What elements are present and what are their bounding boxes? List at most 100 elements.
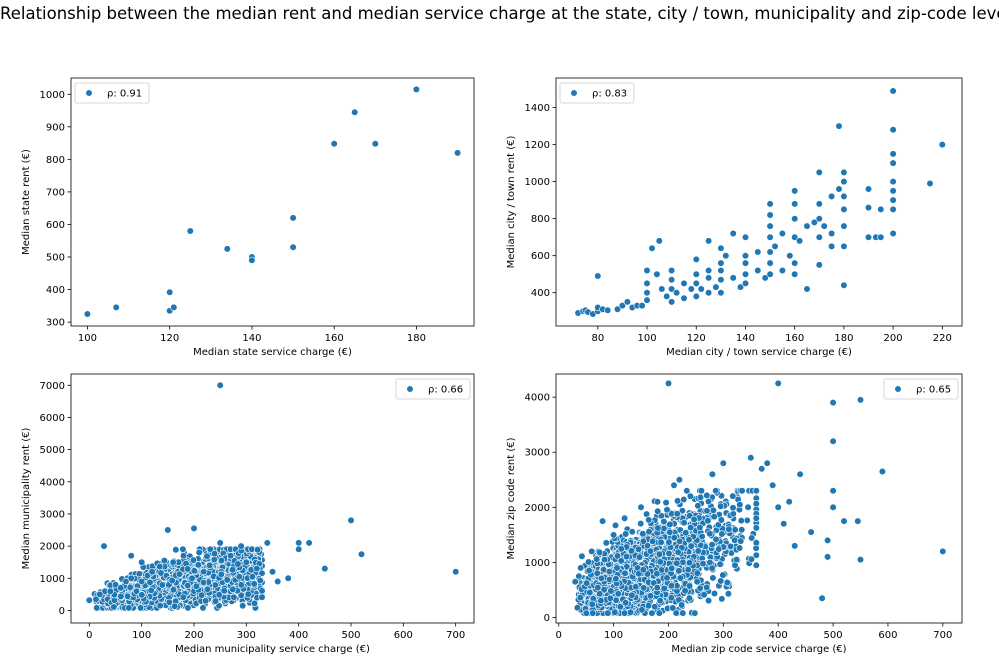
x-tick-label: 160 [785,333,804,344]
data-point [274,577,282,586]
data-point [658,285,666,293]
data-point [660,524,668,533]
y-tick-label: 1000 [40,574,65,585]
data-point [165,598,173,606]
data-point [653,270,661,278]
data-point [693,578,701,586]
data-point [709,574,717,582]
data-point [578,552,586,560]
data-point [156,562,164,571]
legend-label: ρ: 0.91 [107,89,142,100]
data-point [200,567,208,576]
data-point [637,519,645,528]
data-point [127,552,135,560]
data-point [729,274,737,282]
data-point [655,237,663,245]
data-point [827,192,836,200]
data-point [146,578,154,587]
data-point [673,497,682,505]
data-point [717,244,725,252]
data-point [667,276,676,284]
data-point [712,535,720,544]
data-point [190,524,198,533]
data-point [179,545,187,553]
data-point [611,521,620,530]
data-point [718,595,726,603]
legend: ρ: 0.66 [395,378,471,400]
data-point [166,288,174,296]
data-point [330,140,338,148]
data-point [100,542,108,550]
data-point [168,576,176,585]
data-point [708,564,716,572]
data-point [244,590,252,598]
data-point [820,222,828,230]
data-point [889,196,897,204]
data-point [840,192,848,200]
data-point [717,266,725,275]
data-point [864,233,873,241]
data-point [253,564,261,573]
data-point [667,266,676,275]
data-point [815,215,823,223]
data-point [704,596,713,605]
y-axis-label: Median city / town rent (€) [506,136,517,269]
subplot-state: 100 120 140 160 1803004005006007008009001000… [21,77,475,358]
legend-label: ρ: 0.83 [592,89,627,100]
legend-marker [406,385,414,393]
data-point [761,274,769,282]
data-point [738,526,746,534]
data-point [766,222,774,230]
data-point [148,568,156,576]
data-point [147,586,155,595]
data-point [827,229,836,238]
data-point [771,242,779,250]
data-point [717,259,725,267]
data-point [454,149,462,157]
data-point [815,261,823,269]
data-point [172,546,180,554]
data-point [248,573,256,581]
data-point [138,577,146,586]
data-point [295,545,303,553]
data-point [203,552,211,560]
data-point [791,233,799,241]
data-point [685,594,694,602]
data-point [347,516,355,525]
y-tick-label: 1000 [40,90,65,101]
data-point [702,583,711,592]
data-point [643,266,651,275]
x-tick-label: 600 [394,630,413,641]
x-tick-label: 120 [160,333,179,344]
data-point [210,549,219,558]
data-point [594,272,602,280]
y-axis-label: Median municipality rent (€) [21,428,32,570]
data-point [679,609,687,617]
data-point [889,150,897,158]
data-point [778,266,787,275]
data-point [754,248,762,256]
data-point [229,585,237,594]
data-point [778,229,787,238]
x-tick-label: 140 [242,333,261,344]
data-point [237,581,245,589]
data-point [211,597,220,605]
data-point [766,211,774,219]
data-point [672,289,681,297]
subplot-city-town: 80 100 120 140 160 180 200 22040060080010001200… [506,77,963,358]
data-point [202,597,210,605]
subplot-zip-code: 0 100 200 300 400 500 600 70001000200030004000M… [506,373,963,655]
data-point [305,539,313,547]
data-point [203,585,212,593]
data-point [795,237,804,245]
data-point [206,561,214,570]
data-point [938,141,946,149]
data-point [741,270,750,278]
data-point [663,506,671,514]
data-point [791,259,799,267]
y-tick-label: 1000 [525,177,550,188]
data-point [663,292,671,301]
data-point [654,507,662,515]
data-point [655,609,663,617]
